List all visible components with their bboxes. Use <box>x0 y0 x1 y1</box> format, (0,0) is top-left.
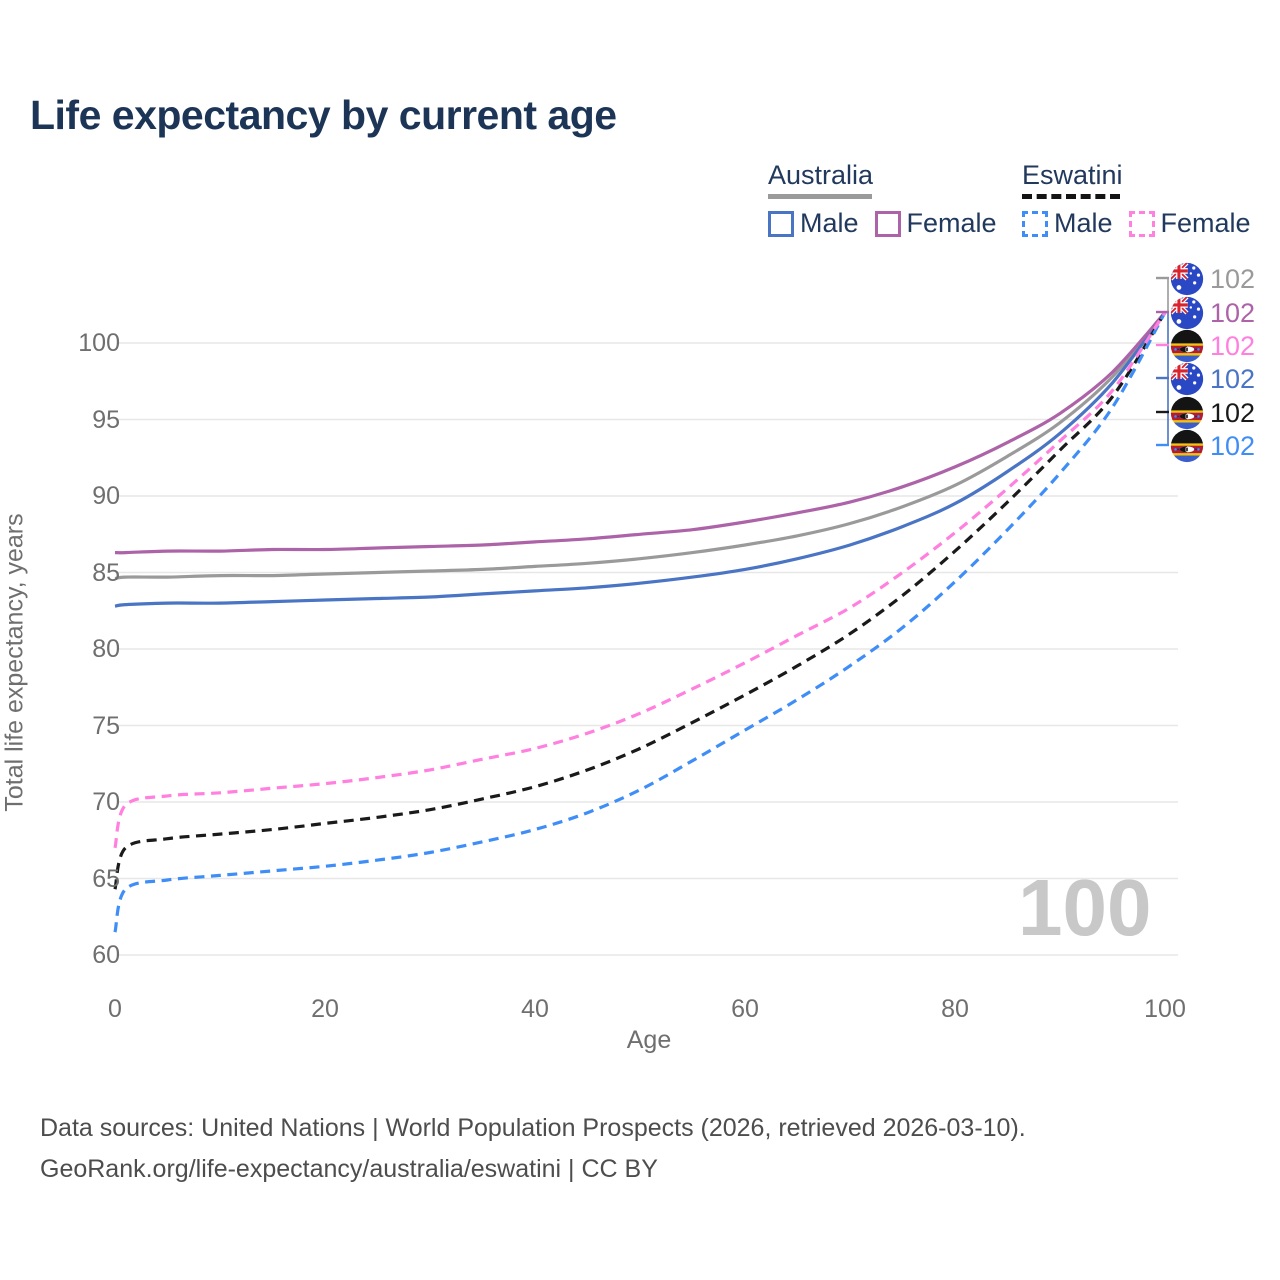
x-tick-label-60: 60 <box>731 995 759 1023</box>
y-axis-title: Total life expectancy, years <box>0 513 29 812</box>
footer: Data sources: United Nations | World Pop… <box>40 1108 1026 1190</box>
legend-label-eswatini-female[interactable]: Female <box>1160 208 1251 238</box>
age-watermark: 100 <box>1018 863 1152 952</box>
end-label-value: 102 <box>1210 363 1256 394</box>
y-tick-label-60: 60 <box>92 941 120 969</box>
x-tick-label-40: 40 <box>521 995 549 1023</box>
australia-flag-icon <box>1170 262 1204 296</box>
legend-eswatini-line-swatch <box>1022 194 1120 199</box>
series-line-australia-female <box>114 311 1167 555</box>
page-title: Life expectancy by current age <box>30 92 617 138</box>
series-line-eswatini-female <box>113 311 1167 849</box>
australia-flag-icon <box>1170 362 1204 396</box>
series-line-australia-male <box>114 311 1167 608</box>
footer-url: GeoRank.org/life-expectancy/australia/es… <box>40 1155 658 1183</box>
legend-swatch-australia-female[interactable] <box>874 210 901 237</box>
legend-group-australia: Australia Male Female <box>768 160 1013 239</box>
legend-swatch-eswatini-male[interactable] <box>1022 210 1048 237</box>
eswatini-flag-icon <box>1170 396 1204 430</box>
series-line-eswatini-male <box>113 311 1167 933</box>
australia-flag-icon <box>1170 296 1204 330</box>
end-label-row-australia-male: 102 <box>1170 361 1255 397</box>
footer-data-sources: Data sources: United Nations | World Pop… <box>40 1114 1026 1142</box>
series-line-australia-total <box>114 311 1167 581</box>
x-tick-label-20: 20 <box>311 995 339 1023</box>
end-label-row-australia-total: 102 <box>1170 261 1255 297</box>
x-tick-label-100: 100 <box>1144 995 1186 1023</box>
legend-label-eswatini-male[interactable]: Male <box>1054 208 1113 238</box>
eswatini-flag-icon <box>1170 429 1204 463</box>
x-axis-title: Age <box>626 1026 672 1054</box>
legend-group-australia-label[interactable]: Australia <box>768 160 874 190</box>
y-tick-label-85: 85 <box>92 558 120 587</box>
legend-australia-line-swatch <box>768 194 872 199</box>
y-tick-label-65: 65 <box>92 864 120 893</box>
end-label-value: 102 <box>1210 397 1256 428</box>
x-tick-label-80: 80 <box>941 995 969 1023</box>
y-tick-label-90: 90 <box>92 482 120 510</box>
end-label-row-eswatini-total: 102 <box>1170 395 1255 431</box>
legend-swatch-australia-male[interactable] <box>768 210 794 237</box>
y-tick-label-70: 70 <box>92 788 120 816</box>
legend-group-eswatini-label[interactable]: Eswatini <box>1022 160 1123 190</box>
legend-group-eswatini: Eswatini Male Female <box>1022 160 1267 239</box>
series-line-eswatini-total <box>113 311 1167 890</box>
y-tick-label-80: 80 <box>92 635 120 663</box>
end-label-row-australia-female: 102 <box>1170 295 1255 331</box>
y-tick-label-100: 100 <box>78 329 120 357</box>
end-label-value: 102 <box>1210 330 1256 361</box>
end-label-value: 102 <box>1210 430 1256 461</box>
legend-label-australia-female[interactable]: Female <box>906 208 997 238</box>
end-label-value: 102 <box>1210 263 1256 294</box>
y-tick-label-75: 75 <box>92 711 120 740</box>
x-tick-label-0: 0 <box>108 995 122 1023</box>
end-label-row-eswatini-male: 102 <box>1170 428 1255 464</box>
legend-label-australia-male[interactable]: Male <box>800 208 859 238</box>
end-label-row-eswatini-female: 102 <box>1170 328 1255 364</box>
legend-swatch-eswatini-female[interactable] <box>1128 210 1155 237</box>
eswatini-flag-icon <box>1170 329 1204 363</box>
end-label-value: 102 <box>1210 297 1256 328</box>
y-tick-label-95: 95 <box>92 405 120 434</box>
